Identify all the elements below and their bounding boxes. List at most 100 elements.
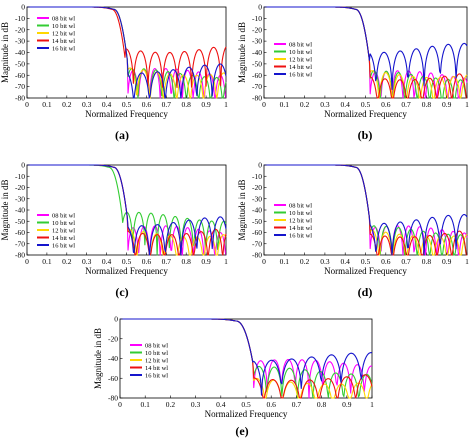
chart-panel-3: 0 0.1 0.2 0.3 0.4 0.5 0.6 0.7 0.8 0.9 1 0 -10 -20 -30 -… (0, 161, 228, 300)
y-tick-label: -20 (15, 25, 25, 34)
y-tick-label: 0 (21, 3, 25, 12)
y-tick-label: 0 (258, 161, 262, 170)
x-tick-label: 0.9 (342, 400, 352, 409)
x-tick-label: 0.7 (162, 100, 172, 109)
y-tick-label: -60 (252, 228, 262, 237)
legend-entry: 08 bit wl (52, 15, 75, 22)
legend-entry: 14 bit wl (52, 235, 75, 242)
y-tick-label: -70 (15, 239, 25, 248)
x-tick-label: 0.4 (102, 100, 112, 109)
legend-entry: 12 bit wl (52, 227, 75, 234)
y-tick-label: -40 (15, 48, 25, 57)
series-line (27, 6, 227, 99)
y-tick-label: -50 (15, 59, 25, 68)
x-tick-label: 0.6 (142, 100, 152, 109)
y-tick-label: -40 (252, 206, 262, 215)
y-axis-label: Magnitude in dB (0, 180, 10, 241)
x-tick-label: 0.1 (42, 257, 52, 266)
x-tick-label: 1 (465, 257, 469, 266)
x-axis-label: Normalized Frequency (205, 409, 288, 419)
y-tick-label: -10 (15, 14, 25, 23)
y-tick-label: -60 (108, 374, 118, 383)
x-axis-label: Normalized Frequency (85, 266, 168, 276)
x-tick-label: 0.5 (241, 400, 251, 409)
y-tick-label: -10 (15, 172, 25, 181)
legend-entry: 12 bit wl (52, 30, 75, 37)
x-tick-label: 0.3 (82, 100, 92, 109)
y-tick-label: -40 (252, 48, 262, 57)
x-tick-label: 1 (465, 100, 469, 109)
legend-entry: 10 bit wl (289, 210, 312, 217)
legend-entry: 10 bit wl (289, 49, 312, 56)
legend-entry: 16 bit wl (145, 372, 168, 379)
y-tick-label: -60 (15, 228, 25, 237)
legend-entry: 16 bit wl (52, 242, 75, 249)
x-tick-label: 0.7 (401, 257, 411, 266)
x-tick-label: 0.4 (341, 100, 351, 109)
legend-entry: 10 bit wl (52, 23, 75, 30)
y-tick-label: -40 (15, 206, 25, 215)
x-tick-label: 0.9 (442, 100, 452, 109)
x-tick-label: 0.9 (201, 100, 211, 109)
chart-panel-5: 0 0.1 0.2 0.3 0.4 0.5 0.6 0.7 0.8 0.9 1 0 -20 -40 -60 -… (93, 315, 374, 439)
legend-entry: 10 bit wl (145, 350, 168, 357)
y-tick-label: 0 (258, 3, 262, 12)
y-tick-label: 0 (114, 315, 118, 324)
legend-entry: 12 bit wl (289, 217, 312, 224)
x-tick-label: 0.8 (182, 100, 192, 109)
x-tick-label: 0.7 (162, 257, 172, 266)
x-tick-label: 0.8 (422, 100, 432, 109)
legend-entry: 14 bit wl (289, 225, 312, 232)
y-tick-label: -20 (252, 183, 262, 192)
y-tick-label: -70 (15, 82, 25, 91)
y-tick-label: -70 (252, 82, 262, 91)
x-tick-label: 0.3 (82, 257, 92, 266)
y-tick-label: -80 (15, 94, 25, 103)
y-tick-label: -10 (252, 14, 262, 23)
x-tick-label: 0.4 (102, 257, 112, 266)
x-tick-label: 0.1 (280, 257, 290, 266)
y-tick-label: -50 (15, 217, 25, 226)
x-tick-label: 0.7 (401, 100, 411, 109)
x-tick-label: 1 (370, 400, 374, 409)
y-tick-label: -70 (252, 239, 262, 248)
x-tick-label: 0.2 (300, 100, 310, 109)
y-axis-label: Magnitude in dB (93, 328, 103, 389)
x-tick-label: 0.2 (62, 257, 72, 266)
legend-entry: 14 bit wl (145, 365, 168, 372)
y-tick-label: -20 (108, 334, 118, 343)
x-axis-label: Normalized Frequency (324, 109, 407, 119)
legend-entry: 16 bit wl (289, 71, 312, 78)
x-tick-label: 0.3 (320, 100, 330, 109)
x-tick-label: 0 (262, 100, 266, 109)
chart-panel-1: 0 0.1 0.2 0.3 0.4 0.5 0.6 0.7 0.8 0.9 1 0 -10 -20 -30 -… (0, 3, 228, 143)
legend-entry: 12 bit wl (145, 357, 168, 364)
legend-entry: 14 bit wl (52, 38, 75, 45)
y-axis-label: Magnitude in dB (0, 22, 10, 83)
x-tick-label: 0.1 (141, 400, 151, 409)
x-tick-label: 1 (224, 257, 228, 266)
legend-entry: 08 bit wl (289, 202, 312, 209)
y-tick-label: -30 (252, 37, 262, 46)
y-tick-label: -30 (15, 37, 25, 46)
x-tick-label: 0.7 (292, 400, 302, 409)
x-tick-label: 0.6 (381, 100, 391, 109)
x-tick-label: 0.8 (317, 400, 327, 409)
panel-label: (e) (235, 424, 248, 438)
panel-label: (a) (115, 128, 129, 142)
legend-entry: 14 bit wl (289, 64, 312, 71)
panel-label: (b) (358, 128, 373, 142)
y-tick-label: -20 (15, 183, 25, 192)
x-tick-label: 0.4 (341, 257, 351, 266)
chart-panel-4: 0 0.1 0.2 0.3 0.4 0.5 0.6 0.7 0.8 0.9 1 0 -10 -20 -30 -… (237, 161, 469, 300)
y-tick-label: -50 (252, 59, 262, 68)
legend-entry: 08 bit wl (289, 41, 312, 48)
y-tick-label: -30 (15, 194, 25, 203)
y-tick-label: -80 (252, 251, 262, 260)
x-axis-label: Normalized Frequency (85, 109, 168, 119)
x-tick-label: 1 (224, 100, 228, 109)
x-tick-label: 0.6 (267, 400, 277, 409)
